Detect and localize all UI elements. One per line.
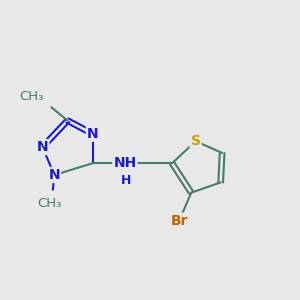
Text: NH: NH — [113, 156, 136, 170]
Text: H: H — [121, 174, 132, 188]
Text: N: N — [49, 168, 60, 182]
Text: N: N — [37, 140, 48, 154]
Text: CH₃: CH₃ — [38, 197, 62, 210]
Text: N: N — [87, 127, 98, 141]
Text: S: S — [190, 134, 201, 148]
Text: CH₃: CH₃ — [20, 90, 44, 103]
Text: Br: Br — [171, 214, 188, 228]
